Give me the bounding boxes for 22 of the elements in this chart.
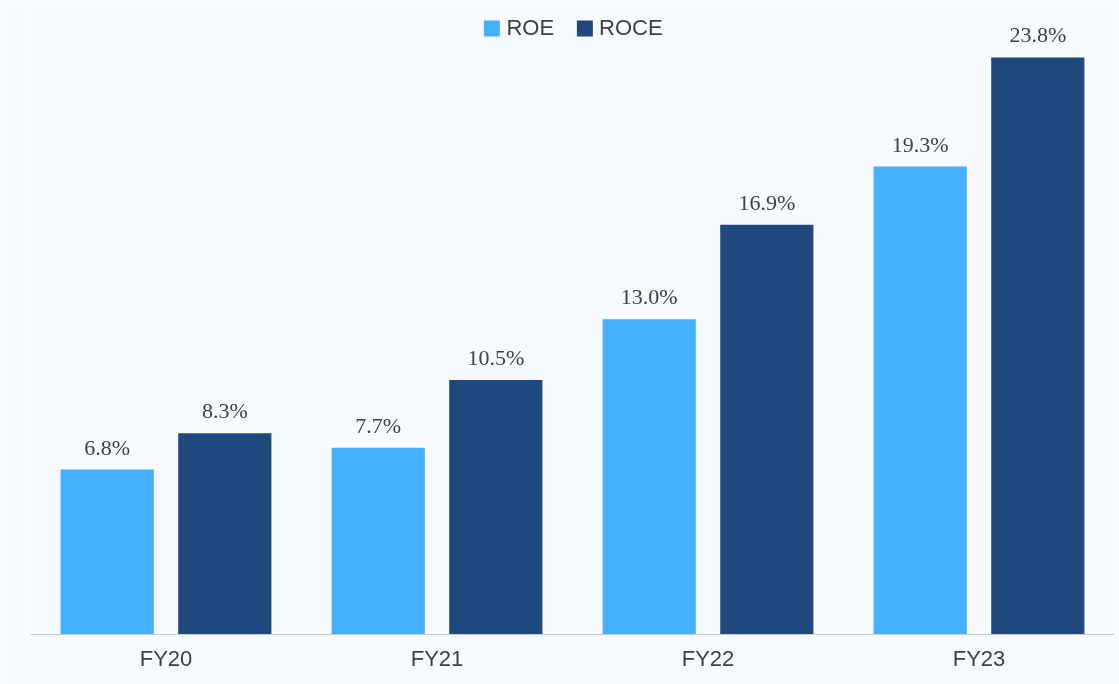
bar: [602, 319, 696, 635]
data-label: 13.0%: [620, 284, 678, 310]
legend-label: ROE: [506, 15, 555, 41]
data-label: 16.9%: [738, 189, 796, 215]
x-tick-label: FY22: [681, 645, 735, 671]
bar: [991, 57, 1085, 635]
data-label: 23.8%: [1009, 22, 1067, 48]
data-label: 6.8%: [84, 434, 131, 460]
data-label: 7.7%: [355, 412, 402, 438]
x-tick-label: FY20: [139, 645, 193, 671]
data-label: 19.3%: [891, 131, 949, 157]
x-tick-label: FY23: [952, 645, 1006, 671]
bar: [873, 166, 967, 635]
bar: [60, 469, 154, 635]
data-label: 8.3%: [201, 398, 248, 424]
legend-label: ROCE: [599, 15, 663, 41]
bar: [178, 433, 272, 635]
bar: [331, 447, 425, 635]
bar: [449, 379, 543, 635]
bar: [720, 224, 814, 635]
data-label: 10.5%: [467, 344, 525, 370]
x-tick-label: FY21: [410, 645, 464, 671]
